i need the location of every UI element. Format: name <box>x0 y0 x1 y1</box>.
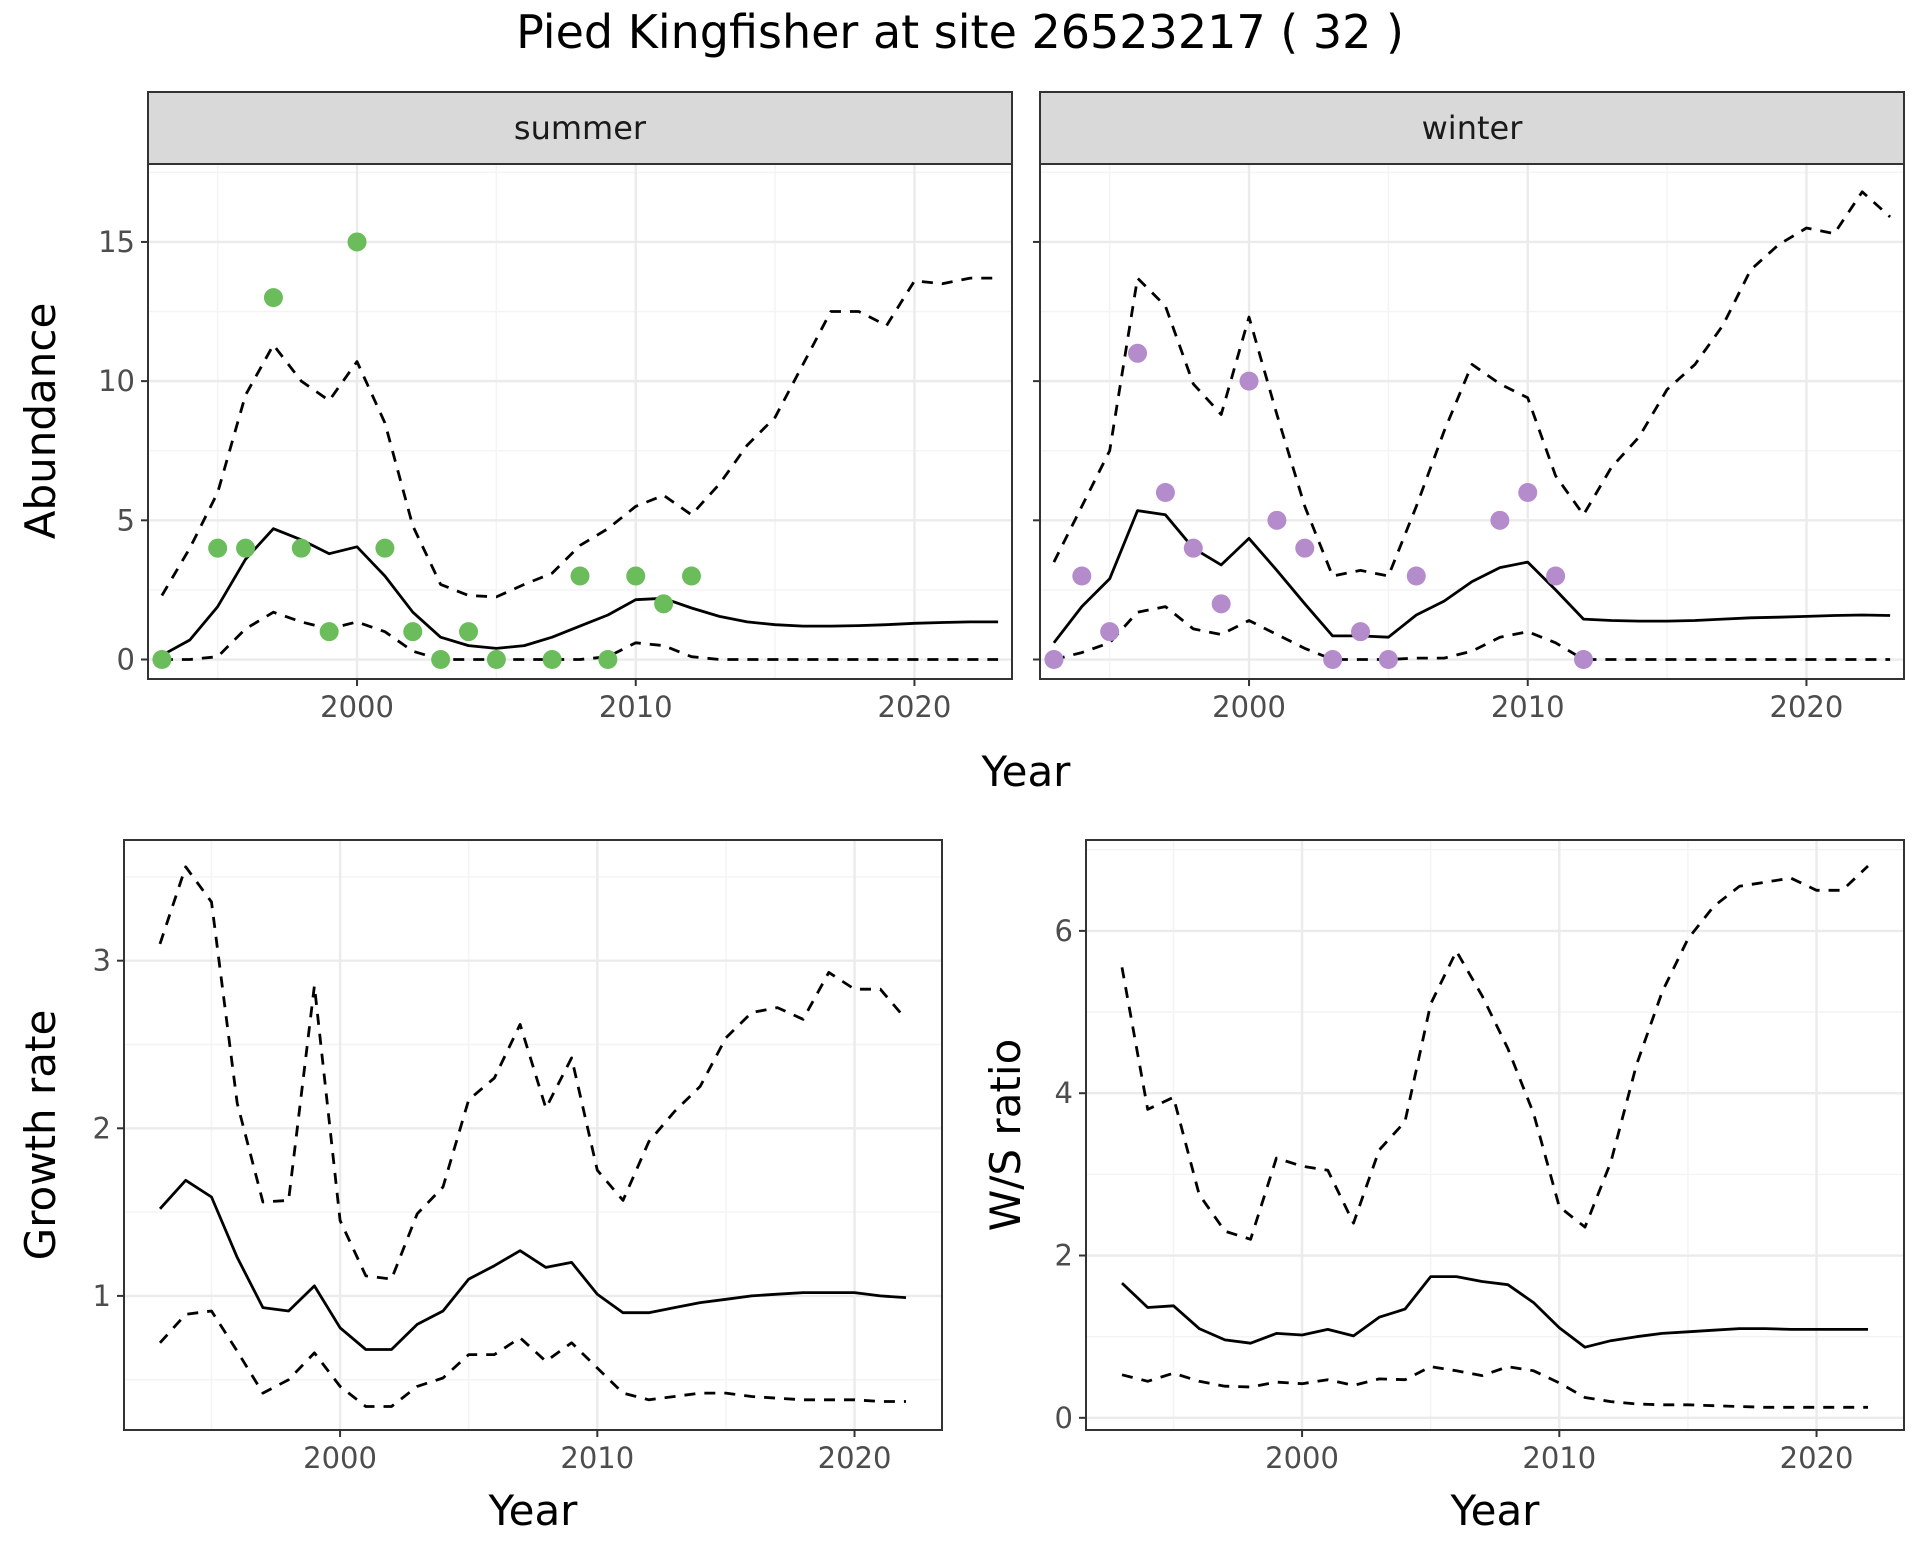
observation-point <box>1183 538 1203 558</box>
abundance-panel-winter: winter 2000 2010 2020 <box>1033 91 1905 724</box>
figure-title: Pied Kingfisher at site 26523217 ( 32 ) <box>516 5 1404 59</box>
lower-bound-line <box>158 1309 906 1408</box>
observation-point <box>1378 650 1398 670</box>
y-tick-label: 2 <box>93 1111 111 1145</box>
observation-point <box>1351 622 1371 642</box>
panel-border <box>1039 163 1905 680</box>
observation-point <box>654 594 674 614</box>
growth-panel: 2000 2010 2020 1 2 3 Year Growth rate <box>16 839 943 1535</box>
estimate-line <box>158 1178 907 1351</box>
observation-point <box>1406 566 1426 586</box>
upper-bound-line <box>1120 864 1869 1241</box>
panel-border <box>147 163 1013 680</box>
y-tick-label: 5 <box>117 503 135 537</box>
observation-point <box>403 622 423 642</box>
observation-point <box>626 566 646 586</box>
panel-background <box>148 164 1012 679</box>
x-tick-label: 2010 <box>560 1441 634 1475</box>
y-tick-label: 10 <box>98 364 135 398</box>
ratio-x-axis-title: Year <box>1450 1486 1541 1535</box>
ratio-y-axis-title: W/S ratio <box>981 1039 1030 1232</box>
lower-bound-line <box>1053 605 1891 661</box>
y-tick-label: 6 <box>1055 914 1073 948</box>
panel-background <box>1040 164 1904 679</box>
observation-point <box>542 650 562 670</box>
observation-point <box>319 622 339 642</box>
observation-point <box>1323 650 1343 670</box>
observation-point <box>1128 343 1148 363</box>
upper-bound-line <box>158 865 908 1281</box>
ratio-panel: 2000 2010 2020 0 2 4 6 Year W/S ratio <box>981 839 1905 1535</box>
observation-point <box>236 538 256 558</box>
panel-background <box>124 840 942 1430</box>
observation-point <box>1044 650 1064 670</box>
panel-background <box>1086 840 1904 1430</box>
panel-border <box>1085 839 1905 1431</box>
x-tick-label: 2020 <box>818 1441 892 1475</box>
observation-point <box>263 288 283 308</box>
upper-bound-line <box>1052 190 1892 578</box>
estimate-line <box>1121 1275 1868 1349</box>
observation-point <box>1518 482 1538 502</box>
observation-point <box>347 232 367 252</box>
facet-strip <box>1039 91 1905 165</box>
abundance-x-axis-title: Year <box>981 747 1072 796</box>
observation-point <box>1239 371 1259 391</box>
observation-point <box>208 538 228 558</box>
panel-border <box>123 839 943 1431</box>
growth-y-axis-title: Growth rate <box>16 1010 65 1261</box>
observation-point <box>1546 566 1566 586</box>
facet-label-winter: winter <box>1422 109 1524 147</box>
y-tick-label: 3 <box>93 944 111 978</box>
observation-point <box>431 650 451 670</box>
observation-point <box>291 538 311 558</box>
facet-label-summer: summer <box>514 109 647 147</box>
observation-point <box>1072 566 1092 586</box>
observation-point <box>459 622 479 642</box>
lower-bound-line <box>1121 1365 1868 1409</box>
observation-point <box>1100 622 1120 642</box>
observation-point <box>1211 594 1231 614</box>
x-tick-label: 2020 <box>878 690 952 724</box>
x-tick-label: 2000 <box>1212 690 1286 724</box>
x-tick-label: 2010 <box>1522 1441 1596 1475</box>
x-tick-label: 2010 <box>599 690 673 724</box>
observation-point <box>486 650 506 670</box>
observation-point <box>152 650 172 670</box>
x-tick-label: 2000 <box>320 690 394 724</box>
x-tick-label: 2020 <box>1780 1441 1854 1475</box>
x-tick-label: 2000 <box>1265 1441 1339 1475</box>
observation-point <box>375 538 395 558</box>
growth-x-axis-title: Year <box>488 1486 579 1535</box>
y-tick-label: 0 <box>117 643 135 677</box>
upper-bound-line <box>160 276 999 599</box>
observation-point <box>681 566 701 586</box>
y-tick-label: 0 <box>1055 1401 1073 1435</box>
abundance-panel-summer: summer 2000 2010 2020 0 5 10 15 <box>98 91 1013 724</box>
x-tick-label: 2000 <box>303 1441 377 1475</box>
observation-point <box>1267 510 1287 530</box>
observation-point <box>598 650 618 670</box>
abundance-y-axis-title: Abundance <box>16 303 65 540</box>
y-tick-label: 2 <box>1055 1239 1073 1273</box>
x-tick-label: 2010 <box>1491 690 1565 724</box>
y-tick-label: 1 <box>93 1279 111 1313</box>
observation-point <box>570 566 590 586</box>
y-tick-label: 4 <box>1055 1076 1073 1110</box>
x-tick-label: 2020 <box>1770 690 1844 724</box>
observation-point <box>1573 650 1593 670</box>
lower-bound-line <box>161 610 999 661</box>
y-tick-label: 15 <box>98 225 135 259</box>
observation-point <box>1295 538 1315 558</box>
observation-point <box>1490 510 1510 530</box>
observation-point <box>1155 482 1175 502</box>
facet-strip <box>147 91 1013 165</box>
